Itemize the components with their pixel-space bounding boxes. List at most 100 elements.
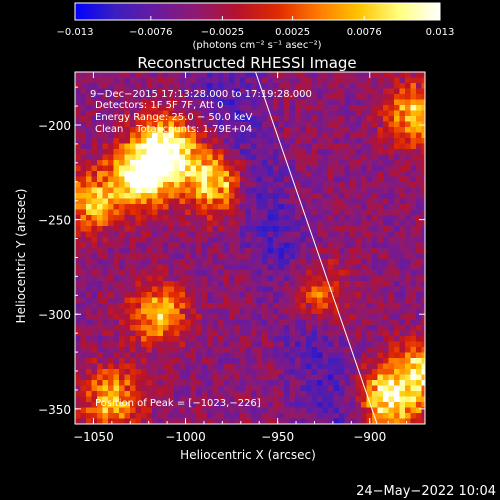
heatmap-pixel <box>317 116 323 122</box>
heatmap-pixel <box>141 330 147 337</box>
heatmap-pixel <box>163 237 169 243</box>
heatmap-pixel <box>289 341 296 348</box>
heatmap-pixel <box>355 171 362 177</box>
heatmap-pixel <box>130 138 136 144</box>
heatmap-pixel <box>86 231 92 238</box>
heatmap-pixel <box>245 374 252 381</box>
heatmap-pixel <box>322 220 329 227</box>
heatmap-pixel <box>416 253 422 260</box>
heatmap-pixel <box>108 187 114 194</box>
heatmap-pixel <box>174 319 180 326</box>
heatmap-pixel <box>157 402 164 408</box>
heatmap-pixel <box>361 209 367 216</box>
heatmap-pixel <box>218 374 224 381</box>
heatmap-pixel <box>245 242 252 249</box>
heatmap-pixel <box>322 132 329 139</box>
heatmap-pixel <box>75 369 81 375</box>
heatmap-pixel <box>86 369 92 375</box>
heatmap-pixel <box>284 242 290 249</box>
heatmap-pixel <box>306 88 312 95</box>
heatmap-pixel <box>135 347 142 353</box>
heatmap-pixel <box>317 105 323 111</box>
heatmap-pixel <box>196 88 202 95</box>
heatmap-pixel <box>152 182 158 188</box>
heatmap-pixel <box>361 132 367 139</box>
heatmap-pixel <box>245 319 252 326</box>
heatmap-pixel <box>124 402 131 408</box>
heatmap-pixel <box>234 396 241 403</box>
heatmap-pixel <box>328 248 334 254</box>
heatmap-pixel <box>300 105 307 111</box>
heatmap-pixel <box>262 352 268 359</box>
heatmap-pixel <box>212 374 219 381</box>
heatmap-pixel <box>212 286 219 293</box>
heatmap-pixel <box>256 264 263 271</box>
heatmap-pixel <box>119 226 125 232</box>
heatmap-pixel <box>377 308 384 315</box>
heatmap-pixel <box>135 369 142 375</box>
heatmap-pixel <box>405 303 411 309</box>
heatmap-pixel <box>383 253 389 260</box>
heatmap-pixel <box>102 358 109 364</box>
heatmap-pixel <box>157 83 164 89</box>
heatmap-pixel <box>328 270 334 276</box>
heatmap-pixel <box>405 396 411 403</box>
heatmap-pixel <box>223 275 230 282</box>
heatmap-pixel <box>405 215 411 221</box>
heatmap-pixel <box>245 204 252 210</box>
heatmap-pixel <box>416 127 422 133</box>
heatmap-pixel <box>273 187 279 194</box>
heatmap-pixel <box>119 209 125 216</box>
heatmap-pixel <box>119 396 125 403</box>
heatmap-pixel <box>174 402 180 408</box>
heatmap-pixel <box>102 270 109 276</box>
heatmap-pixel <box>168 352 175 359</box>
heatmap-pixel <box>405 286 411 293</box>
heatmap-pixel <box>207 396 213 403</box>
heatmap-pixel <box>388 402 395 408</box>
heatmap-pixel <box>86 407 92 414</box>
heatmap-pixel <box>311 237 318 243</box>
heatmap-pixel <box>80 385 87 392</box>
heatmap-pixel <box>377 352 384 359</box>
heatmap-pixel <box>317 220 323 227</box>
heatmap-pixel <box>410 94 417 100</box>
heatmap-pixel <box>399 116 406 122</box>
heatmap-pixel <box>388 374 395 381</box>
heatmap-pixel <box>388 347 395 353</box>
heatmap-pixel <box>91 253 98 260</box>
heatmap-pixel <box>317 374 323 381</box>
heatmap-pixel <box>394 77 400 84</box>
heatmap-pixel <box>377 314 384 320</box>
heatmap-pixel <box>97 297 103 304</box>
heatmap-pixel <box>256 88 263 95</box>
heatmap-pixel <box>130 418 136 424</box>
heatmap-pixel <box>383 330 389 337</box>
heatmap-pixel <box>262 325 268 331</box>
heatmap-pixel <box>108 182 114 188</box>
heatmap-pixel <box>383 99 389 106</box>
heatmap-pixel <box>229 226 235 232</box>
heatmap-pixel <box>300 110 307 117</box>
heatmap-pixel <box>97 325 103 331</box>
heatmap-pixel <box>289 160 296 166</box>
heatmap-pixel <box>361 319 367 326</box>
heatmap-pixel <box>223 154 230 161</box>
heatmap-pixel <box>333 363 340 370</box>
heatmap-pixel <box>218 380 224 386</box>
heatmap-pixel <box>201 160 208 166</box>
heatmap-pixel <box>311 264 318 271</box>
heatmap-pixel <box>141 380 147 386</box>
heatmap-pixel <box>168 407 175 414</box>
heatmap-pixel <box>421 413 425 419</box>
heatmap-pixel <box>311 248 318 254</box>
heatmap-pixel <box>201 319 208 326</box>
heatmap-pixel <box>289 418 296 424</box>
heatmap-pixel <box>240 330 246 337</box>
heatmap-pixel <box>333 132 340 139</box>
heatmap-pixel <box>328 418 334 424</box>
heatmap-pixel <box>185 281 191 287</box>
heatmap-pixel <box>278 319 285 326</box>
heatmap-pixel <box>152 187 158 194</box>
heatmap-pixel <box>372 204 378 210</box>
